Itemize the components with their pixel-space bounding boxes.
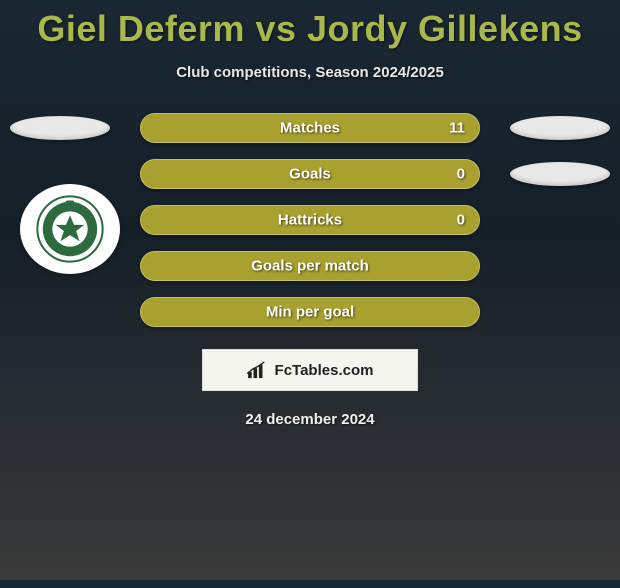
stat-value: 11: [449, 120, 465, 137]
player-photo-right-placeholder: [510, 162, 610, 186]
stat-bar: Min per goal: [140, 297, 480, 327]
stat-label: Hattricks: [278, 212, 342, 229]
club-crest-icon: [36, 195, 104, 263]
club-badge-lommel: [20, 184, 120, 274]
stat-value: 0: [457, 212, 465, 229]
stat-label: Min per goal: [266, 304, 354, 321]
player-photo-left-placeholder: [10, 116, 110, 140]
page-title: Giel Deferm vs Jordy Gillekens: [0, 8, 620, 50]
stat-row-min-per-goal: Min per goal: [0, 295, 620, 329]
stat-bar: Goals 0: [140, 159, 480, 189]
player-photo-right-placeholder: [510, 116, 610, 140]
stat-label: Matches: [280, 120, 340, 137]
bar-chart-icon: [247, 361, 269, 379]
subtitle: Club competitions, Season 2024/2025: [0, 64, 620, 81]
stat-bar: Goals per match: [140, 251, 480, 281]
date-text: 24 december 2024: [0, 411, 620, 428]
stat-value: 0: [457, 166, 465, 183]
stat-bar: Hattricks 0: [140, 205, 480, 235]
stat-row-goals: Goals 0: [0, 157, 620, 191]
stat-label: Goals: [289, 166, 331, 183]
stat-row-matches: Matches 11: [0, 111, 620, 145]
watermark[interactable]: FcTables.com: [202, 349, 418, 391]
watermark-text: FcTables.com: [275, 362, 374, 379]
stat-bar: Matches 11: [140, 113, 480, 143]
stat-label: Goals per match: [251, 258, 369, 275]
